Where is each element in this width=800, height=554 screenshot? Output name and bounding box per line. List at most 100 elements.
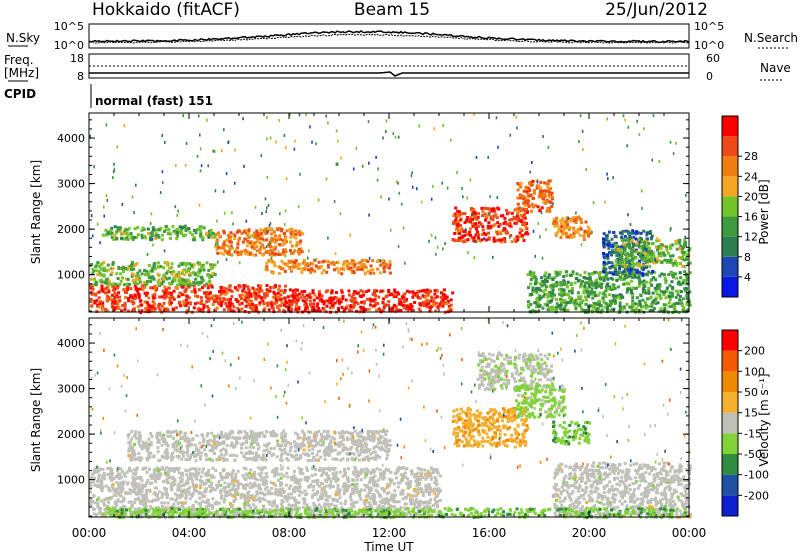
echo-cell	[295, 296, 299, 300]
echo-cell	[222, 286, 226, 290]
echo-cell	[341, 295, 345, 298]
echo-cell	[95, 299, 99, 303]
echo-cell	[627, 231, 630, 235]
echo-cell	[132, 267, 136, 271]
echo-cell	[381, 259, 385, 263]
echo-cell	[670, 271, 674, 275]
echo-cell	[641, 298, 645, 302]
echo-cell	[185, 294, 189, 298]
echo-cell	[103, 287, 107, 291]
echo-cell	[336, 487, 340, 490]
echo-cell	[659, 247, 663, 251]
echo-cell	[333, 268, 336, 272]
echo-cell	[604, 301, 608, 305]
echo-cell	[627, 125, 630, 129]
echo-cell	[513, 237, 517, 241]
echo-cell	[618, 301, 622, 305]
echo-cell	[209, 263, 213, 267]
echo-cell	[406, 493, 410, 496]
echo-cell	[227, 485, 231, 489]
echo-cell	[629, 250, 633, 254]
echo-cell	[283, 231, 286, 235]
echo-cell	[262, 482, 266, 486]
nsearch-tick-top: 10^5	[694, 20, 724, 33]
echo-cell	[136, 226, 140, 230]
echo-cell	[342, 482, 346, 486]
echo-cell	[229, 297, 233, 301]
echo-cell	[641, 274, 645, 278]
echo-cell	[169, 301, 173, 305]
echo-cell	[452, 238, 456, 242]
echo-cell	[647, 286, 651, 290]
echo-cell	[114, 500, 118, 504]
echo-cell	[499, 232, 503, 236]
echo-cell	[352, 299, 356, 303]
echo-cell	[654, 302, 658, 306]
echo-cell	[581, 129, 584, 133]
echo-cell	[421, 493, 425, 497]
echo-cell	[349, 305, 353, 309]
echo-cell	[566, 223, 570, 227]
echo-cell	[157, 265, 160, 269]
echo-cell	[196, 270, 200, 274]
echo-cell	[305, 297, 309, 301]
echo-cell	[282, 309, 286, 313]
nsky-label: N.Sky	[6, 31, 40, 45]
echo-cell	[296, 266, 300, 270]
echo-cell	[371, 479, 375, 483]
echo-cell	[169, 270, 173, 274]
power-ylabel: Slant Range [km]	[29, 160, 43, 264]
echo-cell	[677, 280, 681, 284]
echo-cell	[366, 297, 370, 301]
echo-cell	[293, 300, 297, 304]
echo-cell	[153, 286, 157, 290]
echo-cell	[215, 306, 219, 310]
echo-cell	[180, 480, 184, 484]
echo-cell	[658, 274, 662, 278]
echo-cell	[300, 267, 304, 271]
echo-cell	[253, 253, 257, 257]
echo-cell	[192, 235, 196, 239]
echo-cell	[99, 267, 103, 271]
echo-cell	[371, 475, 375, 479]
echo-cell	[305, 305, 309, 309]
echo-cell	[254, 477, 257, 481]
echo-cell	[157, 235, 161, 239]
echo-cell	[117, 265, 121, 269]
echo-cell	[199, 505, 203, 509]
echo-cell	[402, 300, 406, 304]
echo-cell	[576, 216, 580, 220]
echo-cell	[332, 468, 336, 472]
echo-cell	[383, 303, 387, 307]
echo-cell	[319, 296, 323, 300]
echo-cell	[250, 234, 254, 238]
echo-cell	[192, 263, 196, 267]
echo-cell	[531, 286, 535, 290]
echo-cell	[664, 279, 668, 283]
echo-cell	[125, 470, 129, 474]
echo-cell	[647, 242, 651, 245]
echo-cell	[229, 231, 233, 235]
echo-cell	[181, 278, 185, 282]
echo-cell	[227, 141, 229, 145]
echo-cell	[264, 250, 268, 254]
echo-cell	[436, 245, 439, 249]
echo-cell	[634, 256, 638, 260]
echo-cell	[443, 293, 447, 297]
echo-cell	[187, 296, 191, 300]
echo-cell	[441, 302, 445, 305]
echo-cell	[652, 254, 656, 258]
echo-cell	[389, 495, 393, 499]
echo-cell	[191, 271, 195, 275]
echo-cell	[535, 184, 539, 188]
echo-cell	[145, 306, 149, 310]
echo-cell	[600, 276, 604, 280]
echo-cell	[532, 183, 535, 187]
echo-cell	[599, 277, 603, 281]
echo-cell	[428, 309, 432, 313]
echo-cell	[289, 299, 293, 303]
echo-cell	[685, 302, 689, 306]
echo-cell	[644, 253, 647, 257]
nsky-panel-frame	[88, 23, 690, 49]
echo-cell	[567, 216, 569, 220]
